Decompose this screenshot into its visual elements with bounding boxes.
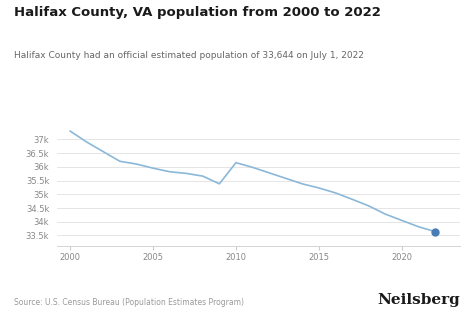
- Text: Source: U.S. Census Bureau (Population Estimates Program): Source: U.S. Census Bureau (Population E…: [14, 298, 244, 307]
- Text: Halifax County had an official estimated population of 33,644 on July 1, 2022: Halifax County had an official estimated…: [14, 51, 364, 59]
- Text: Halifax County, VA population from 2000 to 2022: Halifax County, VA population from 2000 …: [14, 6, 381, 19]
- Text: Neilsberg: Neilsberg: [377, 293, 460, 307]
